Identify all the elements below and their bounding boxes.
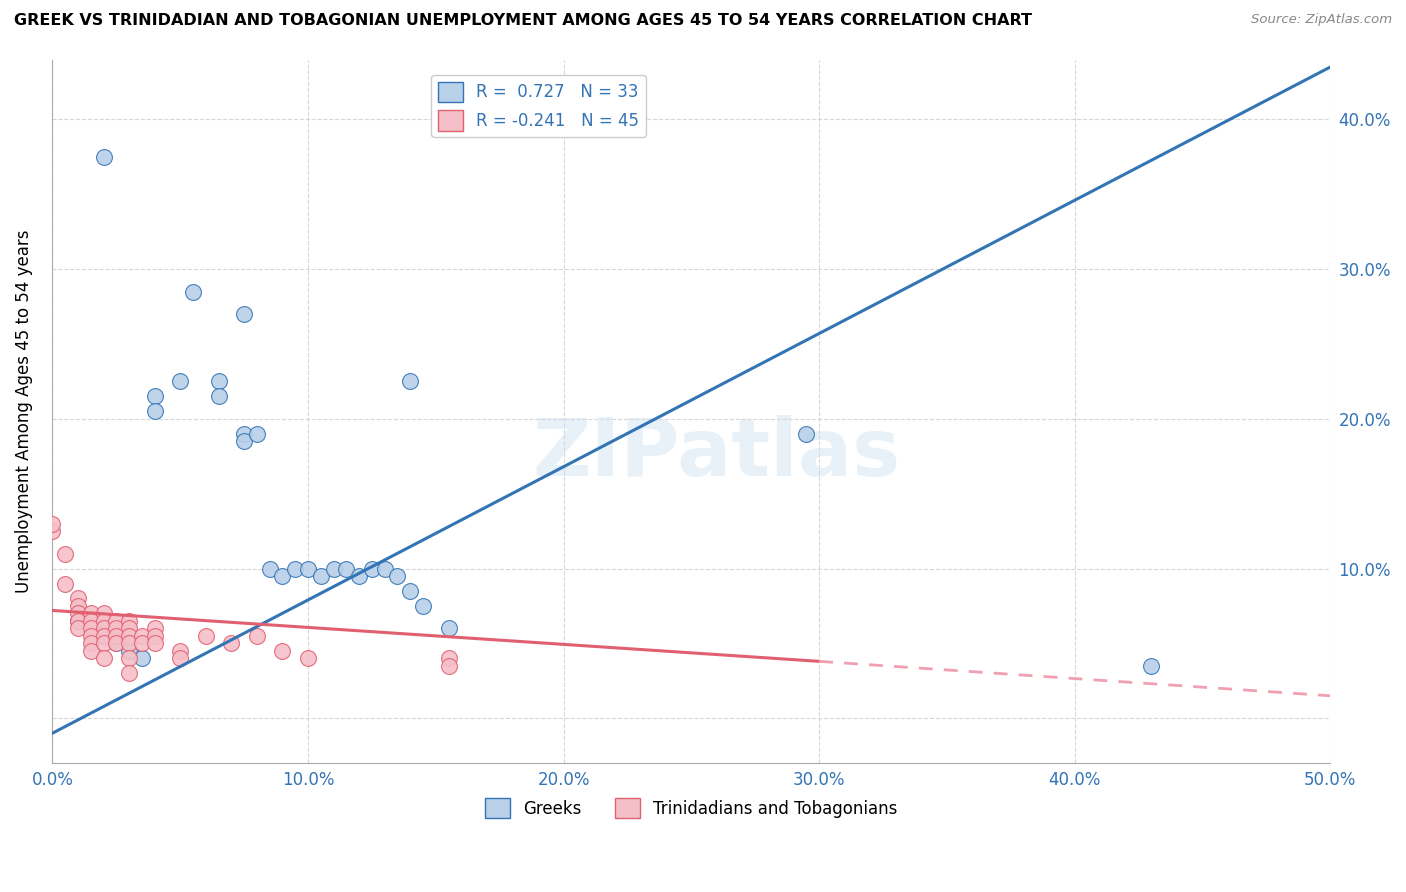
Point [297, 651, 319, 665]
Point [233, 426, 256, 441]
Point [118, 621, 141, 635]
Point [169, 644, 191, 658]
Point [41, 524, 63, 538]
Point [271, 644, 294, 658]
Point [80, 629, 103, 643]
Point [207, 375, 229, 389]
Point [66, 607, 89, 621]
Point [1140, 658, 1163, 673]
Point [118, 651, 141, 665]
Point [309, 569, 332, 583]
Point [271, 569, 294, 583]
Point [131, 629, 153, 643]
Point [335, 561, 357, 575]
Point [105, 636, 128, 650]
Point [80, 644, 103, 658]
Point [437, 621, 460, 635]
Point [41, 516, 63, 531]
Point [93, 629, 115, 643]
Point [360, 561, 382, 575]
Point [80, 607, 103, 621]
Point [207, 389, 229, 403]
Point [221, 636, 243, 650]
Point [118, 666, 141, 681]
Point [66, 621, 89, 635]
Point [118, 636, 141, 650]
Point [93, 651, 115, 665]
Point [93, 150, 115, 164]
Point [143, 404, 166, 418]
Point [66, 614, 89, 628]
Point [284, 561, 307, 575]
Point [53, 576, 76, 591]
Point [131, 636, 153, 650]
Point [93, 614, 115, 628]
Point [233, 307, 256, 321]
Point [131, 651, 153, 665]
Text: ZIPatlas: ZIPatlas [533, 415, 901, 492]
Point [93, 607, 115, 621]
Point [93, 621, 115, 635]
Point [374, 561, 396, 575]
Legend: Greeks, Trinidadians and Tobagonians: Greeks, Trinidadians and Tobagonians [478, 791, 904, 825]
Point [118, 644, 141, 658]
Point [169, 651, 191, 665]
Point [246, 426, 269, 441]
Point [143, 629, 166, 643]
Point [233, 434, 256, 449]
Point [93, 636, 115, 650]
Point [143, 636, 166, 650]
Point [169, 375, 191, 389]
Point [246, 629, 269, 643]
Point [80, 621, 103, 635]
Point [66, 614, 89, 628]
Point [437, 658, 460, 673]
Point [118, 614, 141, 628]
Point [347, 569, 370, 583]
Point [80, 614, 103, 628]
Point [181, 285, 204, 299]
Point [80, 636, 103, 650]
Point [194, 629, 217, 643]
Point [297, 561, 319, 575]
Point [412, 599, 434, 613]
Point [66, 591, 89, 606]
Point [322, 561, 344, 575]
Point [118, 629, 141, 643]
Text: GREEK VS TRINIDADIAN AND TOBAGONIAN UNEMPLOYMENT AMONG AGES 45 TO 54 YEARS CORRE: GREEK VS TRINIDADIAN AND TOBAGONIAN UNEM… [14, 13, 1032, 29]
Point [143, 389, 166, 403]
Point [259, 561, 281, 575]
Point [53, 547, 76, 561]
Point [143, 621, 166, 635]
Point [399, 584, 422, 599]
Point [93, 629, 115, 643]
Point [794, 426, 817, 441]
Y-axis label: Unemployment Among Ages 45 to 54 years: Unemployment Among Ages 45 to 54 years [15, 229, 32, 593]
Point [437, 651, 460, 665]
Point [399, 375, 422, 389]
Point [105, 614, 128, 628]
Point [105, 629, 128, 643]
Point [66, 599, 89, 613]
Point [387, 569, 409, 583]
Text: Source: ZipAtlas.com: Source: ZipAtlas.com [1251, 13, 1392, 27]
Point [105, 636, 128, 650]
Point [105, 621, 128, 635]
